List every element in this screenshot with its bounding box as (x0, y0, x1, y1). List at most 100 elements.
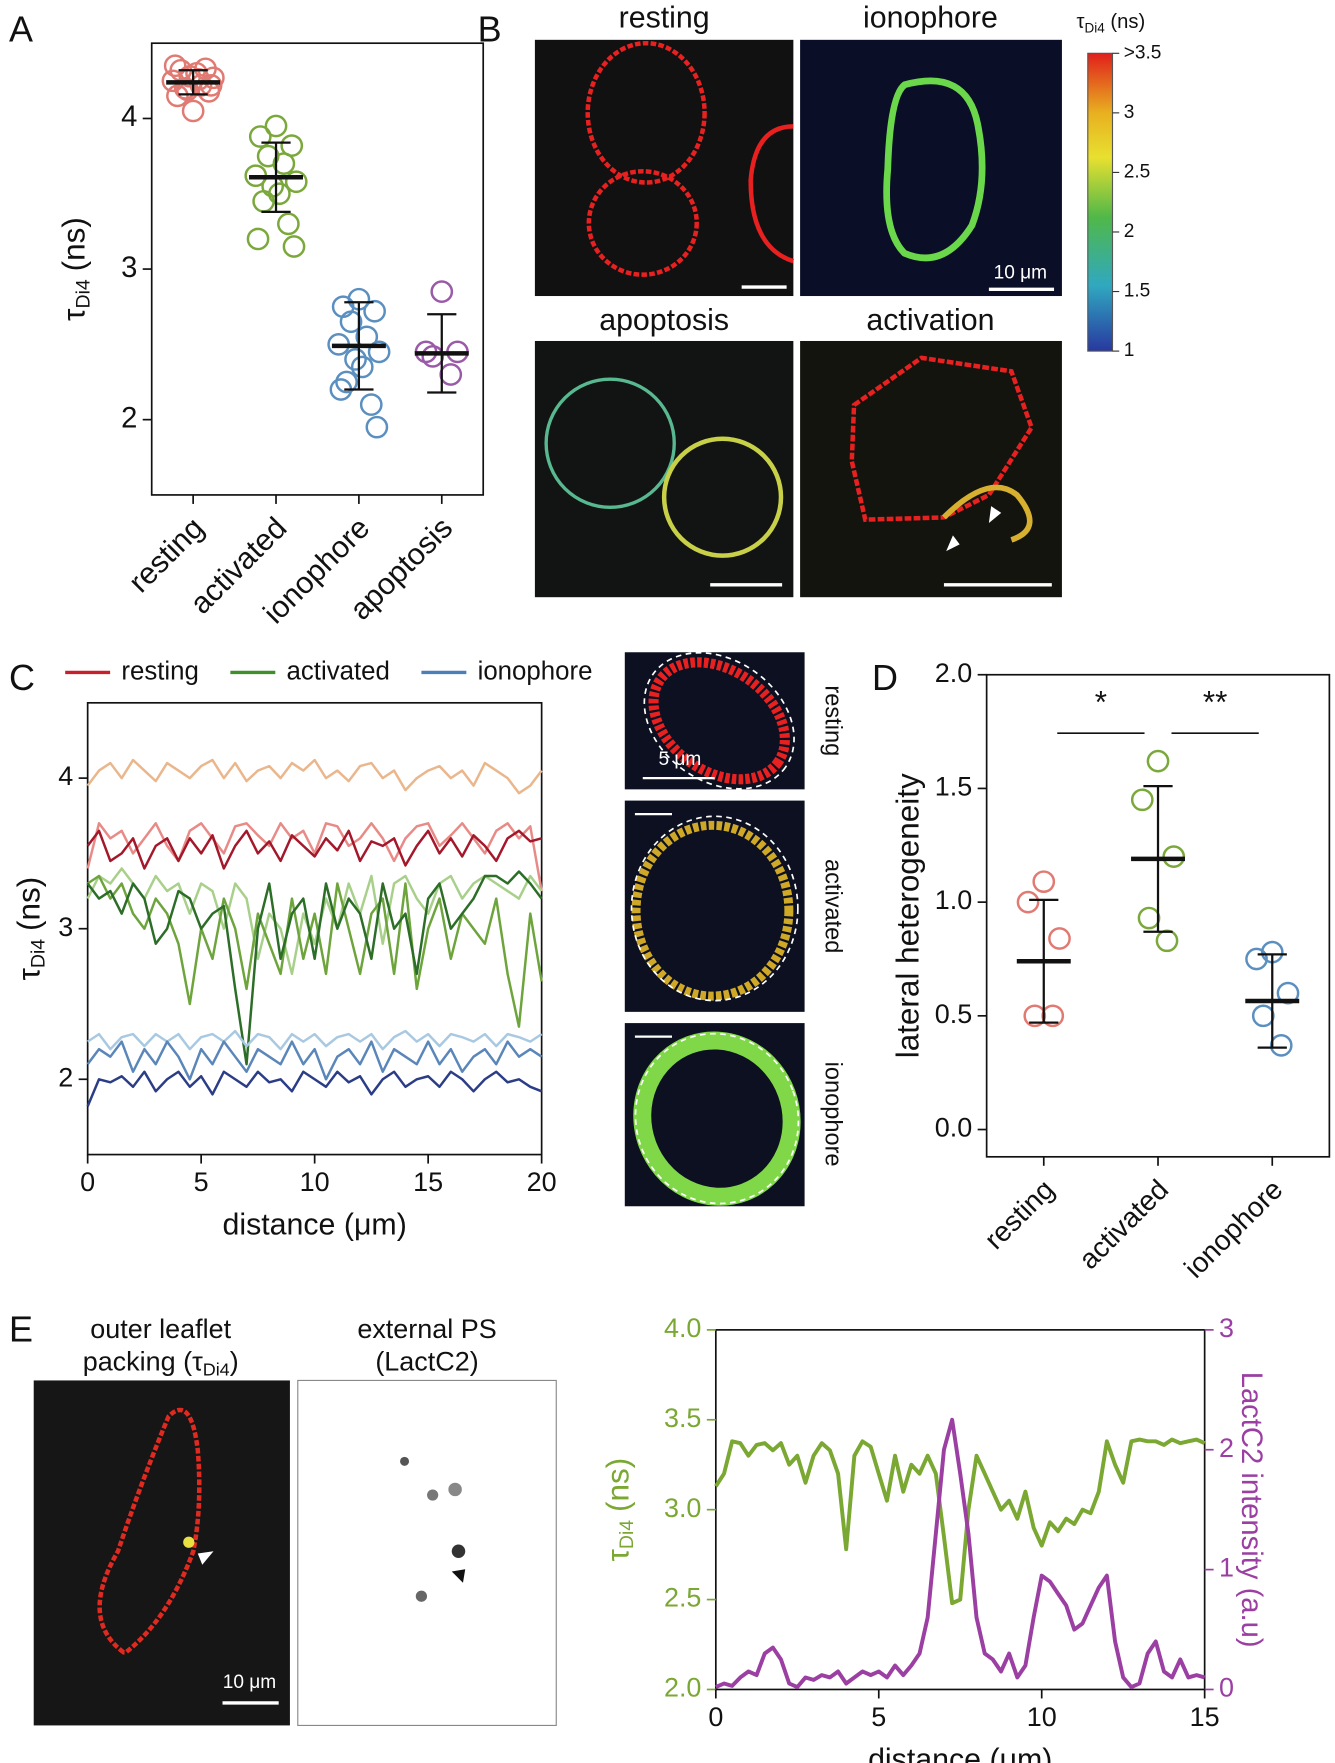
data-point (1155, 929, 1179, 953)
colorbar-tick-label: 3 (1124, 102, 1135, 123)
data-point (181, 99, 205, 123)
colorbar-tick-label: 1.5 (1124, 281, 1151, 302)
cell (849, 355, 1035, 522)
data-line (86, 758, 543, 795)
cell (633, 1031, 801, 1206)
data-line (86, 874, 543, 1028)
data-point (335, 370, 358, 394)
data-point (1162, 845, 1186, 869)
data-line (715, 1417, 1206, 1690)
micrograph (33, 1380, 290, 1726)
axis-label: τDi4 (ns) (601, 1458, 639, 1562)
x-tick-label: 0 (708, 1702, 723, 1732)
cell (586, 169, 699, 277)
tick-label: 1 (1219, 1553, 1234, 1583)
cell (585, 40, 707, 185)
micrograph-column: 5 μm (624, 651, 805, 1207)
tick-label: 1.5 (935, 772, 972, 802)
image-label: resting (820, 685, 846, 756)
subscript: Di4 (616, 1520, 638, 1549)
data-point (282, 235, 306, 258)
panel-letter: C (9, 657, 35, 698)
data-point (252, 189, 276, 213)
x-tick-label: ionophore (1178, 1174, 1288, 1284)
spot (448, 1482, 462, 1497)
data-point (1130, 788, 1154, 812)
plot-frame (150, 42, 485, 496)
data-point (1032, 870, 1056, 894)
panel-letter: E (9, 1309, 33, 1350)
x-tick-label: 20 (527, 1167, 557, 1197)
x-tick-label: 0 (80, 1167, 95, 1197)
unit: (ns) (12, 877, 47, 931)
cell (97, 1407, 202, 1655)
data-point (1269, 1034, 1293, 1057)
data-point (339, 310, 363, 334)
cell (883, 77, 986, 262)
data-point (248, 125, 272, 148)
data-point (246, 227, 270, 251)
unit: (ns) (1110, 11, 1145, 33)
hotspot (183, 1536, 195, 1548)
spot (451, 1544, 466, 1558)
data-point (365, 415, 389, 439)
significance-label: ** (1203, 684, 1227, 719)
image-label: resting (619, 2, 710, 35)
data-point (277, 212, 300, 236)
data-point (430, 280, 454, 304)
data-point (264, 114, 288, 138)
arrowhead (451, 1569, 466, 1583)
tick-label: 2 (1219, 1433, 1234, 1463)
label-part: packing (τ (83, 1347, 203, 1377)
micrograph (624, 800, 805, 1012)
cell (661, 436, 784, 558)
image-label: activation (866, 304, 994, 337)
data-line (86, 1040, 543, 1081)
x-tick-label: 15 (1190, 1702, 1220, 1732)
data-point (1048, 927, 1071, 950)
data-line (86, 822, 543, 892)
label-part: ) (230, 1347, 239, 1377)
cell (748, 124, 795, 264)
micrograph (297, 1379, 557, 1726)
spot (415, 1590, 428, 1602)
image-label: outer leaflet (90, 1314, 231, 1344)
scale-label: 10 μm (994, 263, 1047, 284)
legend-label: ionophore (478, 657, 593, 685)
tick-label: 0.5 (935, 999, 972, 1029)
spot (400, 1456, 410, 1466)
tick-label: 3.0 (664, 1493, 701, 1523)
colorbar-tick-label: >3.5 (1124, 42, 1162, 63)
tick-label: 2.0 (664, 1673, 701, 1703)
tick-label: 2.5 (664, 1583, 701, 1613)
data-point (163, 54, 187, 78)
data-point (439, 363, 463, 386)
data-point (284, 170, 308, 194)
data-point (1016, 890, 1040, 914)
image-label: (LactC2) (375, 1347, 478, 1377)
subscript: Di4 (203, 1359, 230, 1379)
colorbar-tick-label: 2.5 (1124, 161, 1151, 182)
tick-label: 2.0 (935, 658, 972, 688)
data-point (350, 355, 374, 379)
x-axis-label: distance (μm) (222, 1209, 406, 1242)
colorbar-tick-label: 2 (1124, 221, 1135, 242)
tick-label: 4.0 (664, 1313, 701, 1343)
symbol: τ (601, 1549, 636, 1562)
micrograph (534, 39, 794, 297)
arrowhead (197, 1551, 214, 1565)
data-point (359, 393, 383, 416)
panel-letter: A (9, 8, 33, 49)
symbol: τ (12, 968, 47, 981)
cell (631, 820, 794, 1001)
unit: (ns) (57, 217, 92, 271)
data-line (86, 1029, 543, 1051)
image-label: activated (820, 859, 846, 953)
axis-label: LactC2 intensity (a.u) (1235, 1372, 1267, 1648)
tick-label: 3.5 (664, 1403, 701, 1433)
scale-label: 10 μm (223, 1672, 276, 1693)
scale-label: 5 μm (658, 749, 701, 770)
subscript: Di4 (72, 279, 94, 308)
tick-label: 4 (58, 761, 73, 791)
subscript: Di4 (1085, 20, 1106, 35)
